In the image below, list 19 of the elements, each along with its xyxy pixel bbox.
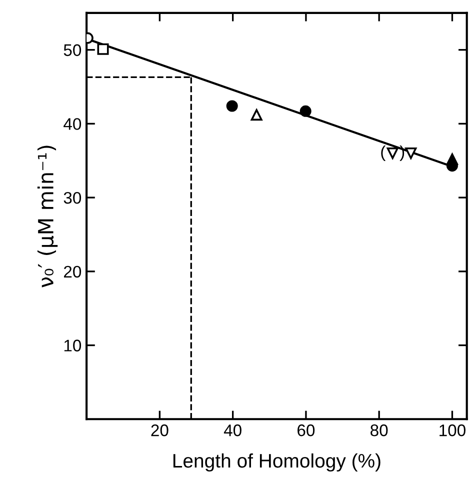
y-tick-label: 20 [64,266,82,278]
y-tick-label: 50 [64,44,82,56]
y-tick-label: 40 [64,118,82,130]
point [97,43,109,55]
point [446,153,458,165]
x-tick-label: 40 [224,424,242,436]
x-tick-label: 60 [298,424,315,436]
y-tick-label: 30 [64,192,82,204]
y-axis-title: ν₀′ (μM min⁻¹) [37,146,58,288]
point [250,109,262,121]
x-tick-label: 80 [370,424,388,436]
point [300,105,312,117]
point [386,147,398,160]
point [405,147,417,160]
y-tick-label: 10 [64,340,82,352]
x-tick-label: 100 [440,424,466,436]
x-axis-title: Length of Homology (%) [173,453,380,472]
x-tick-label: 20 [151,424,168,436]
point [226,100,238,112]
